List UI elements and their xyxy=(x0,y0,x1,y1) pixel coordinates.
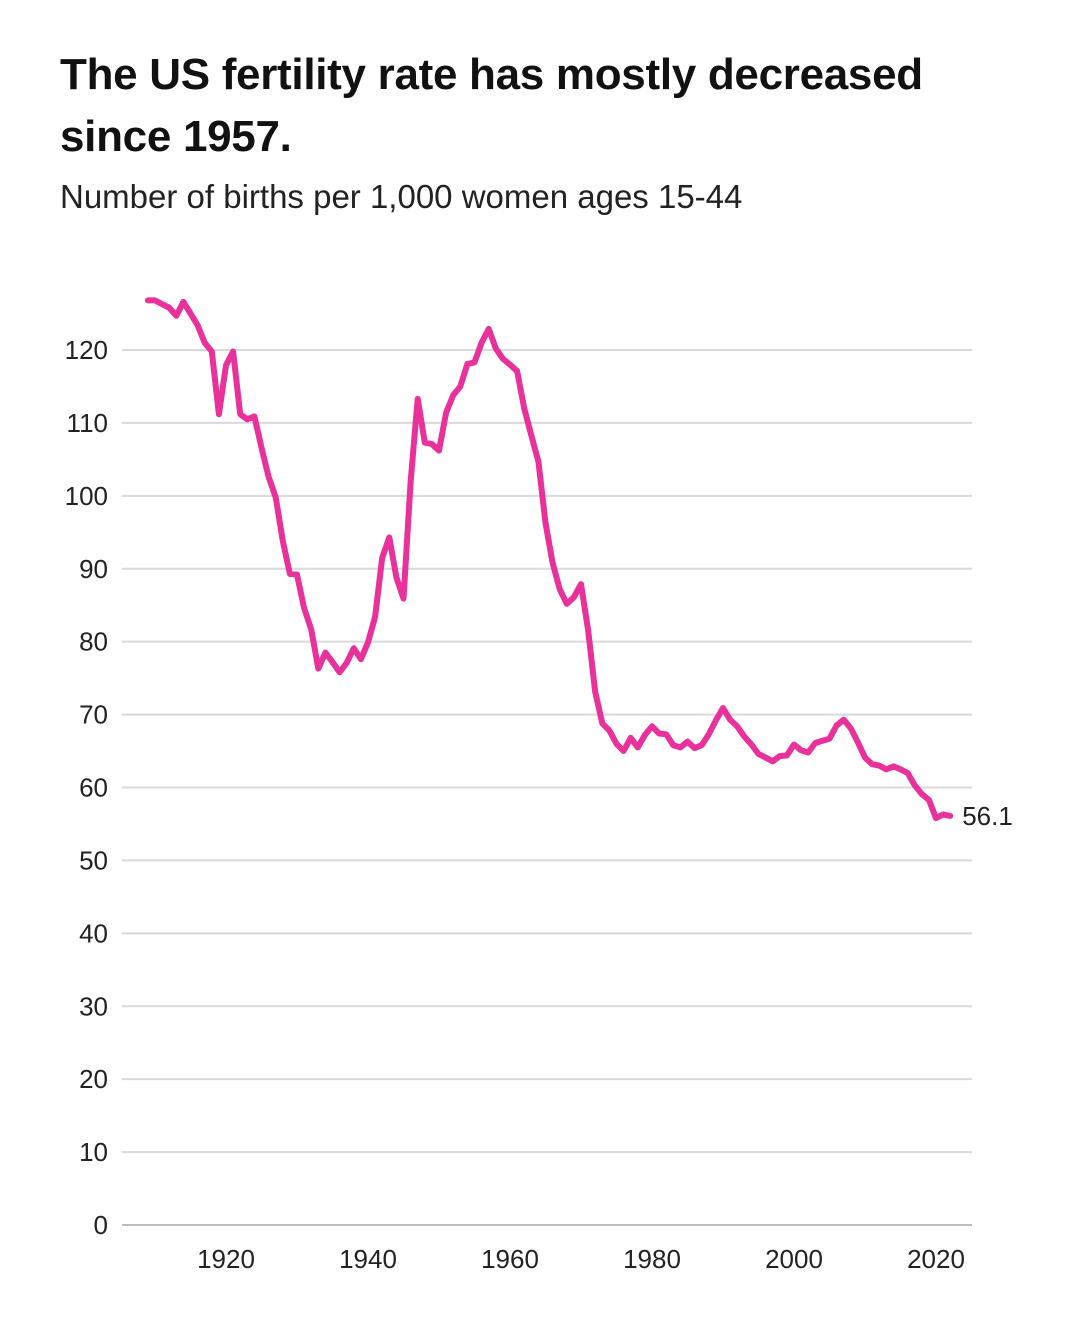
y-tick-label: 120 xyxy=(65,335,108,365)
y-tick-label: 40 xyxy=(79,918,108,948)
series-line xyxy=(144,297,954,822)
y-tick-label: 20 xyxy=(79,1064,108,1094)
y-tick-label: 0 xyxy=(94,1210,108,1240)
x-tick-label: 1920 xyxy=(197,1244,255,1274)
y-tick-label: 110 xyxy=(67,408,108,438)
x-tick-label: 2020 xyxy=(907,1244,965,1274)
x-tick-label: 1940 xyxy=(339,1244,397,1274)
y-tick-label: 60 xyxy=(79,773,108,803)
chart-title: The US fertility rate has mostly decreas… xyxy=(60,50,923,161)
y-tick-label: 80 xyxy=(79,627,108,657)
x-axis-ticks: 1920 1940 1960 1980 2000 2020 xyxy=(197,1244,965,1274)
y-tick-label: 90 xyxy=(79,554,108,584)
y-tick-label: 10 xyxy=(79,1137,108,1167)
y-tick-label: 70 xyxy=(79,700,108,730)
x-tick-label: 1960 xyxy=(481,1244,539,1274)
series: 56.1 xyxy=(144,297,1013,831)
y-axis-ticks: 0 10 20 30 40 50 60 70 80 90 100 110 120 xyxy=(65,335,108,1240)
x-tick-label: 1980 xyxy=(623,1244,681,1274)
y-tick-label: 50 xyxy=(79,845,108,875)
gridlines xyxy=(122,349,972,1226)
end-value-label: 56.1 xyxy=(962,801,1013,831)
chart-subtitle: Number of births per 1,000 women ages 15… xyxy=(60,178,743,215)
y-tick-label: 100 xyxy=(65,481,108,511)
y-tick-label: 30 xyxy=(79,991,108,1021)
x-tick-label: 2000 xyxy=(765,1244,823,1274)
